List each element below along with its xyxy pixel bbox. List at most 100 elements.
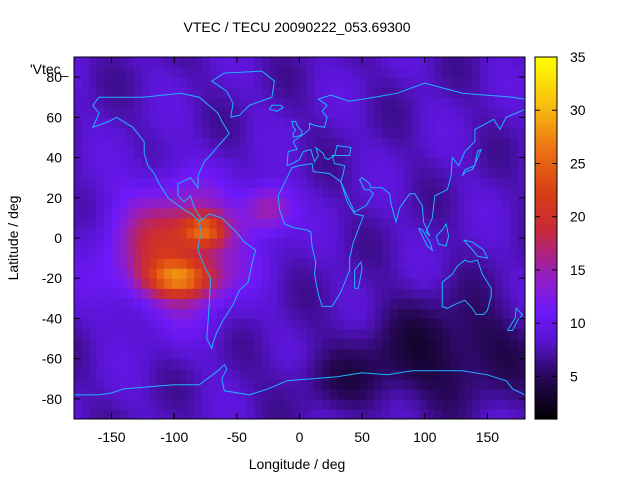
- heatmap-cell: [194, 298, 203, 309]
- heatmap-cell: [81, 207, 90, 219]
- heatmap-cell: [104, 358, 113, 370]
- heatmap-cell: [254, 197, 263, 209]
- heatmap-cell: [276, 87, 286, 98]
- heatmap-cell: [126, 328, 135, 340]
- y-tick-label: -20: [42, 270, 62, 286]
- heatmap-cell: [487, 378, 496, 390]
- heatmap-cell: [254, 67, 263, 78]
- heatmap-cell: [442, 147, 451, 159]
- heatmap-cell: [231, 298, 240, 309]
- heatmap-cell: [337, 157, 346, 169]
- heatmap-cell: [382, 127, 391, 139]
- heatmap-cell: [359, 288, 368, 299]
- heatmap-cell: [299, 378, 308, 390]
- heatmap-cell: [337, 308, 346, 320]
- heatmap-cell: [111, 258, 120, 269]
- heatmap-cell: [119, 258, 128, 269]
- heatmap-cell: [337, 278, 346, 289]
- heatmap-cell: [276, 248, 286, 259]
- heatmap-cell: [344, 127, 353, 139]
- heatmap-cell: [494, 368, 504, 380]
- heatmap-cell: [509, 348, 519, 360]
- heatmap-cell: [389, 298, 398, 309]
- heatmap-cell: [434, 67, 443, 78]
- heatmap-cell: [194, 398, 203, 410]
- heatmap-cell: [487, 217, 496, 229]
- heatmap-cell: [322, 187, 331, 199]
- heatmap-cell: [382, 358, 391, 370]
- colorbar-tick-label: 15: [570, 262, 586, 278]
- x-axis-label: Longitude / deg: [249, 456, 346, 472]
- heatmap-cell: [502, 318, 511, 330]
- heatmap-cell: [329, 378, 338, 390]
- heatmap-cell: [487, 368, 496, 380]
- heatmap-cell: [359, 147, 368, 159]
- heatmap-cell: [284, 248, 293, 259]
- heatmap-cell: [322, 318, 331, 330]
- heatmap-cell: [134, 378, 143, 390]
- heatmap-cell: [367, 368, 376, 380]
- heatmap-cell: [134, 167, 143, 179]
- heatmap-cell: [382, 288, 391, 299]
- heatmap-cell: [449, 157, 458, 169]
- heatmap-cell: [291, 97, 301, 108]
- heatmap-cell: [149, 258, 158, 269]
- heatmap-cell: [201, 117, 210, 128]
- heatmap-cell: [141, 137, 150, 149]
- heatmap-cell: [254, 268, 263, 279]
- heatmap-cell: [276, 157, 286, 169]
- heatmap-cell: [81, 187, 90, 199]
- heatmap-cell: [284, 157, 293, 169]
- heatmap-cell: [194, 107, 203, 118]
- heatmap-cell: [434, 308, 443, 320]
- heatmap-cell: [307, 388, 316, 400]
- colorbar-segment: [535, 244, 557, 248]
- heatmap-cell: [299, 137, 308, 149]
- colorbar-segment: [535, 355, 557, 360]
- heatmap-cell: [111, 187, 120, 199]
- heatmap-cell: [464, 217, 473, 229]
- heatmap-cell: [329, 67, 338, 78]
- heatmap-cell: [216, 368, 225, 380]
- colorbar-segment: [535, 316, 557, 321]
- heatmap-cell: [74, 177, 83, 189]
- heatmap-cell: [419, 368, 428, 380]
- colorbar-segment: [535, 403, 557, 408]
- heatmap-cell: [261, 318, 271, 330]
- heatmap-cell: [291, 137, 301, 149]
- heatmap-cell: [517, 207, 525, 219]
- heatmap-cell: [164, 67, 173, 78]
- heatmap-cell: [329, 157, 338, 169]
- heatmap-cell: [111, 268, 120, 279]
- heatmap-cell: [284, 358, 293, 370]
- heatmap-cell: [509, 87, 519, 98]
- heatmap-cell: [179, 328, 188, 340]
- heatmap-cell: [81, 258, 90, 269]
- heatmap-cell: [382, 238, 391, 249]
- heatmap-cell: [412, 77, 421, 88]
- heatmap-cell: [314, 318, 323, 330]
- heatmap-cell: [502, 328, 511, 340]
- x-tick-label: -50: [227, 429, 247, 445]
- heatmap-cell: [254, 107, 263, 118]
- colorbar-segment: [535, 72, 557, 76]
- heatmap-cell: [307, 278, 316, 289]
- heatmap-cell: [111, 127, 120, 139]
- heatmap-cell: [389, 288, 398, 299]
- heatmap-cell: [111, 358, 120, 370]
- heatmap-cell: [194, 87, 203, 98]
- heatmap-cell: [502, 107, 511, 118]
- heatmap-cell: [186, 177, 195, 189]
- heatmap-cell: [472, 268, 481, 279]
- heatmap-cell: [427, 87, 436, 98]
- heatmap-cell: [427, 238, 436, 249]
- heatmap-cell: [517, 268, 525, 279]
- heatmap-cell: [134, 338, 143, 350]
- heatmap-cell: [239, 77, 248, 88]
- heatmap-cell: [517, 127, 525, 139]
- heatmap-cell: [216, 288, 225, 299]
- heatmap-cell: [239, 217, 248, 229]
- colorbar-segment: [535, 385, 557, 390]
- heatmap-cell: [412, 358, 421, 370]
- heatmap-cell: [156, 358, 165, 370]
